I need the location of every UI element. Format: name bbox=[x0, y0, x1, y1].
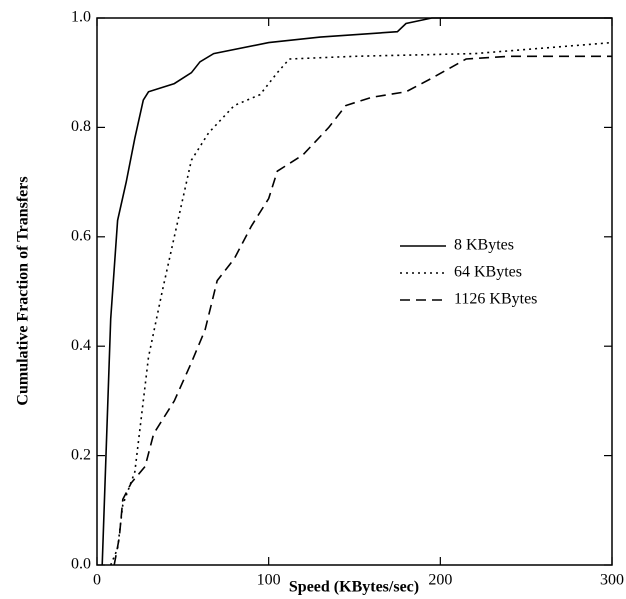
x-tick-label: 200 bbox=[428, 572, 452, 589]
y-axis-label: Cumulative Fraction of Transfers bbox=[15, 176, 32, 405]
x-tick-label: 300 bbox=[600, 572, 624, 589]
x-tick-label: 0 bbox=[93, 572, 101, 589]
y-tick-label: 1.0 bbox=[71, 9, 91, 26]
y-tick-label: 0.6 bbox=[71, 227, 91, 244]
y-tick-label: 0.0 bbox=[71, 556, 91, 573]
legend-label: 1126 KBytes bbox=[454, 291, 537, 308]
y-tick-label: 0.2 bbox=[71, 446, 91, 463]
y-tick-label: 0.8 bbox=[71, 118, 91, 135]
y-tick-label: 0.4 bbox=[71, 337, 91, 354]
x-tick-label: 100 bbox=[257, 572, 281, 589]
legend-label: 64 KBytes bbox=[454, 264, 522, 281]
series-line bbox=[113, 55, 612, 566]
legend-label: 8 KBytes bbox=[454, 237, 514, 254]
x-axis-label: Speed (KBytes/sec) bbox=[289, 579, 419, 596]
series-line bbox=[101, 17, 612, 566]
plot-frame bbox=[96, 17, 613, 566]
